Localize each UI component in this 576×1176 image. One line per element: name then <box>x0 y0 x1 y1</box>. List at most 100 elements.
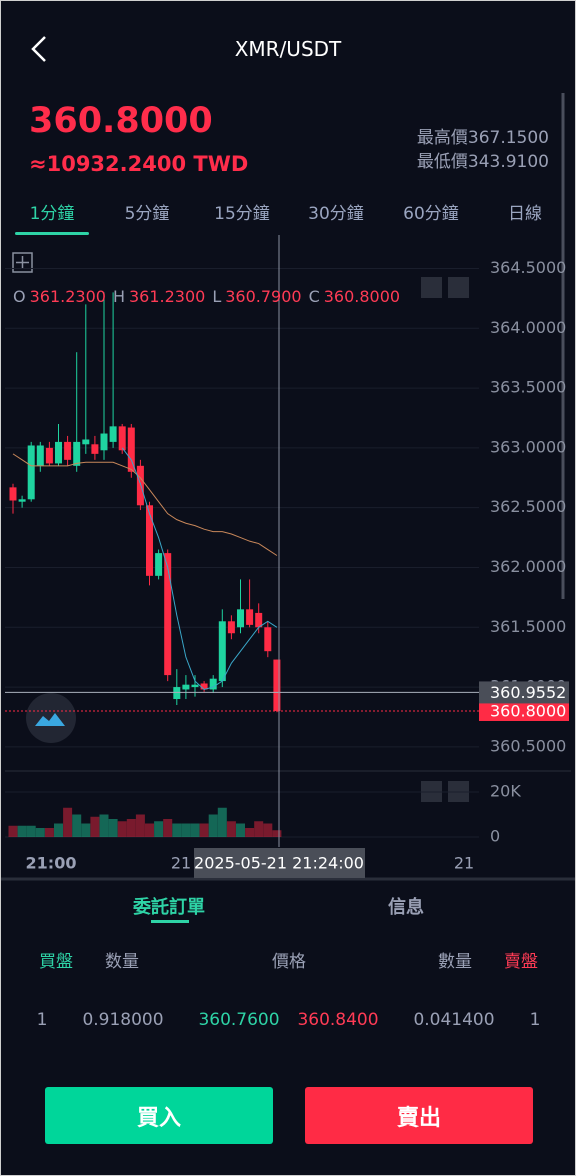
candle-body <box>100 433 108 451</box>
info-tab[interactable]: 信息 <box>388 897 424 918</box>
x-tick-label: 21 <box>171 854 191 873</box>
candle-body <box>91 444 99 454</box>
volume-bar <box>272 830 282 837</box>
volume-bar <box>208 814 218 837</box>
legend-key: O <box>13 287 26 306</box>
book-header: 數量 <box>438 952 472 972</box>
order-tab[interactable]: 委託訂單 <box>133 897 205 918</box>
candle-body <box>173 687 181 700</box>
expand-icon[interactable] <box>448 277 469 298</box>
volume-bar <box>8 825 18 837</box>
book-header: 買盤 <box>39 952 73 972</box>
label: 最低價 <box>416 152 468 172</box>
volume-bar <box>108 818 118 837</box>
title: XMR/USDT <box>234 37 342 61</box>
legend-key: H <box>112 287 125 306</box>
volume-bar <box>245 827 255 837</box>
candle-body <box>118 426 126 451</box>
timeframe-tab[interactable]: 30分鐘 <box>308 204 364 224</box>
y-tick-label: 364.5000 <box>490 258 566 277</box>
sell-button[interactable]: 賣出 <box>305 1087 533 1144</box>
low-price: 最低價343.9100 <box>417 147 549 172</box>
timeframe-tab[interactable]: 60分鐘 <box>403 204 459 224</box>
candle-body <box>36 445 44 466</box>
timeframe-tab[interactable]: 5分鐘 <box>124 204 170 224</box>
candle-body <box>27 445 35 500</box>
value: 367.1500 <box>467 128 549 148</box>
volume-bar <box>63 807 73 837</box>
x-tick-label: 21 <box>454 854 474 873</box>
volume-bar <box>190 823 200 837</box>
timeframe-tab[interactable]: 15分鐘 <box>214 204 270 224</box>
legend-key: C <box>308 287 320 306</box>
label: 最高價 <box>416 128 468 148</box>
x-tick-label: 21:00 <box>26 854 77 873</box>
high-price: 最高價367.1500 <box>417 123 549 148</box>
candle-body <box>273 659 281 711</box>
legend-value: 361.2300 <box>29 287 106 306</box>
volume-bar <box>26 825 36 837</box>
legend-value: 360.8000 <box>323 287 401 306</box>
volume-bar <box>163 818 173 837</box>
draw-tool-plus <box>16 256 29 269</box>
candle-body <box>127 427 135 472</box>
volume-bar <box>199 823 209 837</box>
y-tick-label: 363.0000 <box>490 437 566 456</box>
candle-body <box>9 487 17 501</box>
book-cell: 360.7600 <box>198 1010 280 1030</box>
candle-body <box>109 426 117 442</box>
candle-body <box>82 439 90 445</box>
volume-bar <box>126 818 136 837</box>
volume-bar <box>17 825 27 837</box>
candle-body <box>246 609 254 625</box>
y-tick-label: 362.5000 <box>490 497 566 516</box>
volume-bar <box>81 823 91 837</box>
buy-button[interactable]: 買入 <box>45 1087 273 1144</box>
chart-bg <box>1 235 575 879</box>
book-header: 價格 <box>272 952 306 972</box>
candle-body <box>182 684 190 690</box>
timeframe-tab[interactable]: 日線 <box>508 204 542 224</box>
volume-bar <box>99 814 109 837</box>
book-cell: 1 <box>529 1010 541 1030</box>
last-price-label: 360.8000 <box>490 701 566 720</box>
collapse-icon[interactable] <box>421 277 442 298</box>
tab-underline <box>151 920 189 923</box>
fiat-price: ≈10932.2400 TWD <box>29 152 249 176</box>
logo-button[interactable] <box>26 693 76 743</box>
candle-body <box>209 678 217 690</box>
candle-body <box>64 441 72 460</box>
volume-bar <box>72 814 82 837</box>
volume-bar <box>236 823 245 837</box>
book-cell: 1 <box>36 1010 48 1030</box>
legend-value: 360.7900 <box>225 287 302 306</box>
book-header: 数量 <box>105 952 139 972</box>
timeframe-tab[interactable]: 1分鐘 <box>29 204 75 224</box>
last-price-tag <box>479 700 569 721</box>
y-tick-label: 360.5000 <box>490 736 566 755</box>
book-cell: 360.8400 <box>297 1010 379 1030</box>
volume-bar <box>135 814 145 837</box>
volume-tick-label: 20K <box>490 781 521 800</box>
back-button[interactable] <box>29 35 49 63</box>
candle-body <box>146 505 153 576</box>
tab-underline <box>15 232 89 235</box>
volume-bar <box>263 823 273 837</box>
moving-average <box>12 453 278 556</box>
candle-body <box>227 621 235 634</box>
volume-bar <box>145 823 154 837</box>
ohlc-legend: O 361.2300 H 361.2300 L 360.7900 C 360.8000 <box>13 287 400 306</box>
volume-bar <box>54 823 63 837</box>
volume-bar <box>172 823 182 837</box>
candle-body <box>237 609 244 628</box>
y-tick-label: 362.0000 <box>490 557 566 576</box>
moving-average <box>121 447 278 691</box>
logo-icon <box>35 713 65 726</box>
candle-body <box>73 441 81 466</box>
volume-bar <box>90 816 100 837</box>
candle-body <box>200 683 208 690</box>
book-cell: 0.041400 <box>413 1010 495 1030</box>
crosshair-time-label: 2025-05-21 21:24:00 <box>194 854 364 873</box>
draw-tool-icon[interactable] <box>12 252 33 273</box>
volume-bar <box>254 821 264 837</box>
